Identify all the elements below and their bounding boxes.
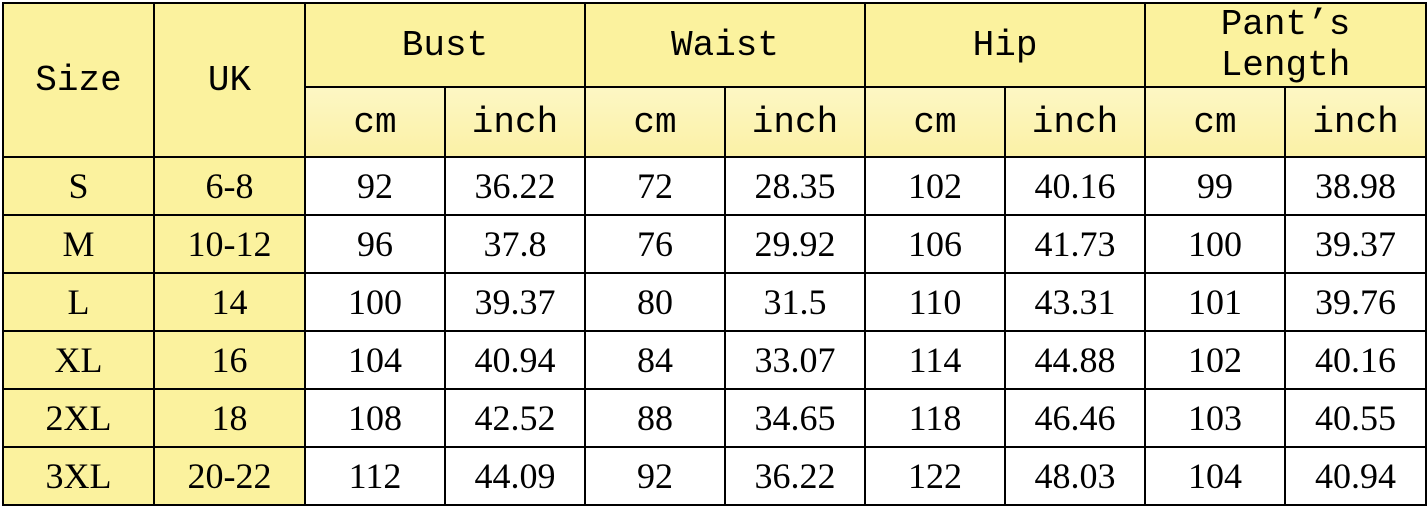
- cell-bust-cm: 96: [304, 214, 446, 274]
- unit-inch: inch: [443, 86, 587, 158]
- cell-bust-inch: 39.37: [443, 272, 587, 332]
- cell-hip-cm: 102: [864, 156, 1007, 216]
- cell-waist-cm: 84: [584, 330, 727, 390]
- cell-pants-length-inch: 40.55: [1284, 388, 1427, 448]
- unit-cm: cm: [304, 86, 446, 158]
- cell-waist-cm: 92: [584, 446, 727, 506]
- cell-hip-cm: 114: [864, 330, 1007, 390]
- cell-bust-cm: 92: [304, 156, 446, 216]
- cell-uk: 10-12: [153, 214, 306, 274]
- cell-bust-cm: 108: [304, 388, 446, 448]
- cell-bust-inch: 37.8: [443, 214, 587, 274]
- cell-bust-cm: 104: [304, 330, 446, 390]
- cell-uk: 14: [153, 272, 306, 332]
- cell-waist-inch: 36.22: [724, 446, 867, 506]
- cell-hip-cm: 122: [864, 446, 1007, 506]
- bust-header: Bust: [303, 2, 587, 88]
- cell-hip-inch: 41.73: [1004, 214, 1147, 274]
- cell-waist-cm: 72: [584, 156, 727, 216]
- table-row: M 10-12 96 37.8 76 29.92 106 41.73 100 39.37: [2, 214, 1427, 274]
- cell-waist-inch: 31.5: [724, 272, 867, 332]
- cell-bust-cm: 112: [304, 446, 446, 506]
- cell-pants-length-inch: 39.76: [1284, 272, 1427, 332]
- cell-pants-length-cm: 104: [1144, 446, 1287, 506]
- table-row: L 14 100 39.37 80 31.5 110 43.31 101 39.76: [2, 272, 1427, 332]
- cell-hip-inch: 46.46: [1004, 388, 1147, 448]
- cell-hip-cm: 110: [864, 272, 1007, 332]
- cell-hip-inch: 44.88: [1004, 330, 1147, 390]
- cell-hip-inch: 48.03: [1004, 446, 1147, 506]
- unit-inch: inch: [724, 86, 867, 158]
- cell-uk: 20-22: [153, 446, 306, 506]
- unit-cm: cm: [584, 86, 727, 158]
- cell-size: S: [2, 156, 155, 216]
- cell-uk: 6-8: [153, 156, 306, 216]
- cell-pants-length-inch: 38.98: [1284, 156, 1427, 216]
- table-row: 3XL 20-22 112 44.09 92 36.22 122 48.03 104 40.94: [2, 446, 1427, 506]
- cell-waist-inch: 29.92: [724, 214, 867, 274]
- hip-header: Hip: [864, 2, 1147, 88]
- waist-header: Waist: [584, 2, 867, 88]
- unit-cm: cm: [864, 86, 1007, 158]
- cell-waist-cm: 76: [584, 214, 727, 274]
- cell-hip-inch: 43.31: [1004, 272, 1147, 332]
- cell-waist-cm: 80: [584, 272, 727, 332]
- cell-waist-inch: 28.35: [724, 156, 867, 216]
- unit-inch: inch: [1284, 86, 1427, 158]
- unit-inch: inch: [1004, 86, 1147, 158]
- cell-size: L: [2, 272, 155, 332]
- cell-waist-inch: 33.07: [724, 330, 867, 390]
- cell-size: M: [2, 214, 155, 274]
- unit-cm: cm: [1144, 86, 1287, 158]
- cell-pants-length-inch: 40.16: [1284, 330, 1427, 390]
- table-row: 2XL 18 108 42.52 88 34.65 118 46.46 103 40.55: [2, 388, 1427, 448]
- cell-uk: 18: [153, 388, 306, 448]
- unit-row: cm inch cm inch cm inch cm inch: [3, 86, 1427, 158]
- table-row: S 6-8 92 36.22 72 28.35 102 40.16 99 38.98: [2, 156, 1427, 216]
- cell-pants-length-inch: 39.37: [1284, 214, 1427, 274]
- cell-waist-inch: 34.65: [724, 388, 867, 448]
- cell-pants-length-cm: 99: [1144, 156, 1287, 216]
- cell-hip-cm: 106: [864, 214, 1007, 274]
- cell-waist-cm: 88: [584, 388, 727, 448]
- cell-size: 2XL: [2, 388, 155, 448]
- header-row: Size UK Bust Waist Hip Pant’s Length: [2, 2, 1427, 158]
- cell-bust-inch: 44.09: [443, 446, 587, 506]
- cell-pants-length-cm: 103: [1144, 388, 1287, 448]
- cell-bust-inch: 36.22: [443, 156, 587, 216]
- table-row: XL 16 104 40.94 84 33.07 114 44.88 102 40.16: [2, 330, 1427, 390]
- cell-size: XL: [2, 330, 155, 390]
- cell-bust-inch: 42.52: [443, 388, 587, 448]
- pants-length-header: Pant’s Length: [1144, 2, 1427, 88]
- cell-size: 3XL: [2, 446, 155, 506]
- cell-bust-cm: 100: [304, 272, 446, 332]
- uk-header: UK: [153, 2, 306, 158]
- cell-pants-length-cm: 101: [1144, 272, 1287, 332]
- cell-pants-length-inch: 40.94: [1284, 446, 1427, 506]
- cell-pants-length-cm: 100: [1144, 214, 1287, 274]
- cell-uk: 16: [153, 330, 306, 390]
- size-header: Size: [2, 2, 155, 158]
- cell-bust-inch: 40.94: [443, 330, 587, 390]
- cell-hip-cm: 118: [864, 388, 1007, 448]
- cell-pants-length-cm: 102: [1144, 330, 1287, 390]
- cell-hip-inch: 40.16: [1004, 156, 1147, 216]
